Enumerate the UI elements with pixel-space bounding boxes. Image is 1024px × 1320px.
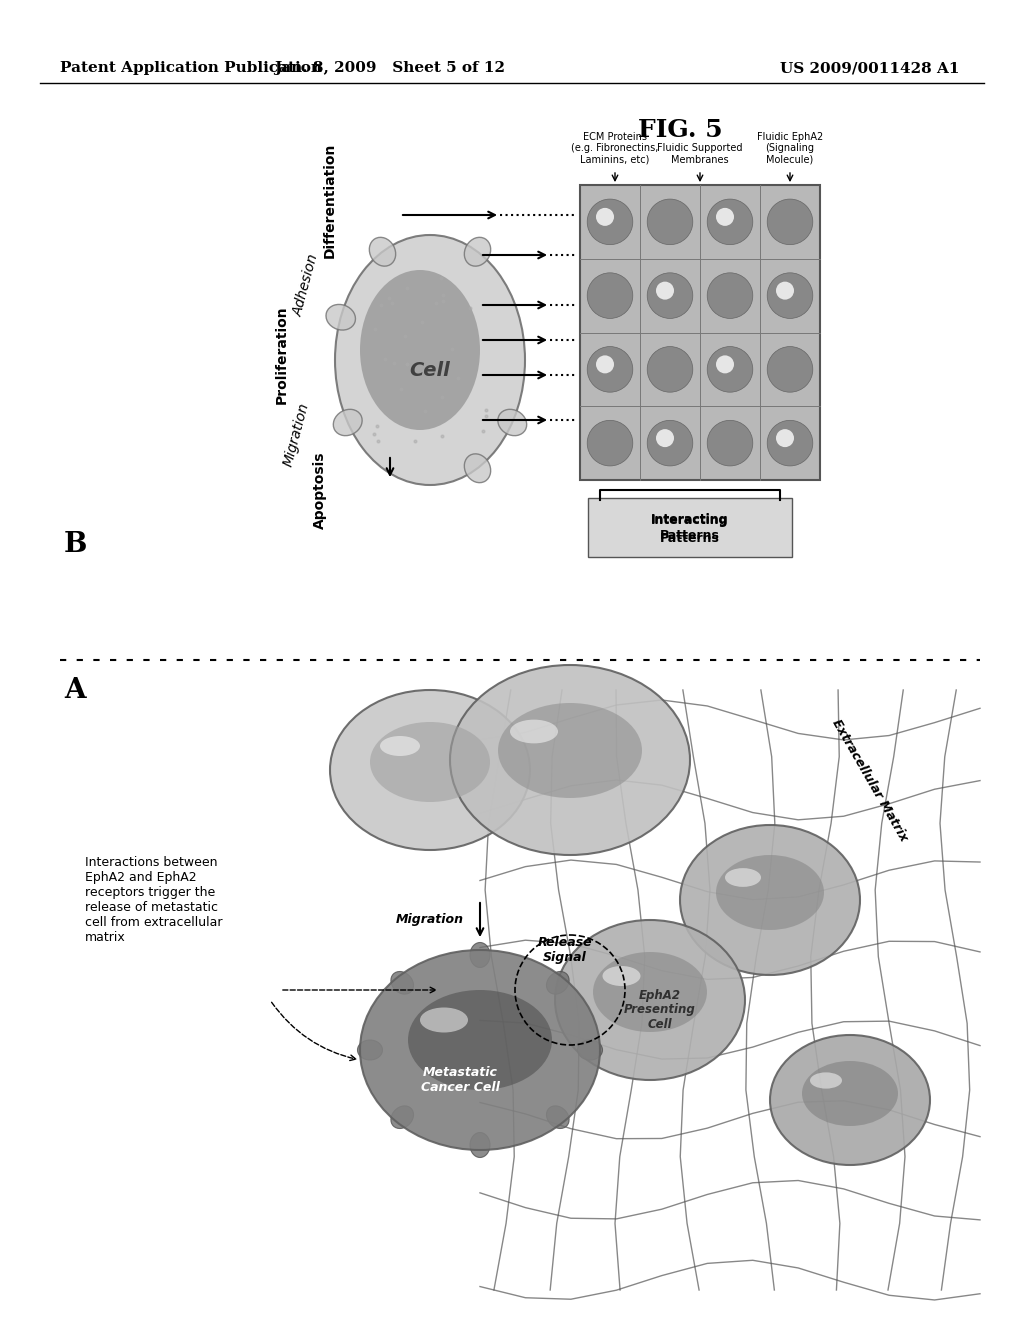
Text: Adhesion: Adhesion <box>291 252 322 318</box>
Circle shape <box>587 420 633 466</box>
Circle shape <box>767 420 813 466</box>
FancyBboxPatch shape <box>580 185 820 480</box>
Circle shape <box>587 347 633 392</box>
Ellipse shape <box>547 1106 569 1129</box>
Text: B: B <box>63 532 87 558</box>
Circle shape <box>596 207 614 226</box>
Ellipse shape <box>725 869 761 887</box>
Text: Interacting
Patterns: Interacting Patterns <box>651 513 729 543</box>
Circle shape <box>708 199 753 244</box>
Ellipse shape <box>770 1035 930 1166</box>
Ellipse shape <box>360 950 600 1150</box>
Text: Jan. 8, 2009   Sheet 5 of 12: Jan. 8, 2009 Sheet 5 of 12 <box>274 61 506 75</box>
Text: Release
Signal: Release Signal <box>538 936 592 964</box>
Text: Interactions between
EphA2 and EphA2
receptors trigger the
release of metastatic: Interactions between EphA2 and EphA2 rec… <box>85 855 222 944</box>
Ellipse shape <box>716 855 824 931</box>
Text: Cell: Cell <box>410 360 451 380</box>
Ellipse shape <box>680 825 860 975</box>
Ellipse shape <box>593 952 707 1032</box>
Text: Differentiation: Differentiation <box>323 143 337 257</box>
Text: Migration: Migration <box>281 401 311 469</box>
Text: Apoptosis: Apoptosis <box>313 451 327 529</box>
Ellipse shape <box>408 990 552 1090</box>
Circle shape <box>656 281 674 300</box>
Text: FIG. 5: FIG. 5 <box>638 117 722 143</box>
Circle shape <box>767 347 813 392</box>
Circle shape <box>587 273 633 318</box>
Ellipse shape <box>391 1106 414 1129</box>
Ellipse shape <box>370 722 490 803</box>
Ellipse shape <box>810 1072 842 1089</box>
Ellipse shape <box>357 1040 383 1060</box>
FancyBboxPatch shape <box>588 498 792 557</box>
Ellipse shape <box>326 305 355 330</box>
Circle shape <box>776 429 794 447</box>
Text: US 2009/0011428 A1: US 2009/0011428 A1 <box>780 61 959 75</box>
Circle shape <box>767 199 813 244</box>
Circle shape <box>716 355 734 374</box>
Circle shape <box>647 273 693 318</box>
Text: Interacting: Interacting <box>651 513 729 527</box>
Circle shape <box>716 207 734 226</box>
Circle shape <box>587 199 633 244</box>
Circle shape <box>647 199 693 244</box>
Text: A: A <box>65 676 86 704</box>
Ellipse shape <box>464 454 490 483</box>
Text: ECM Proteins
(e.g. Fibronectins,
Laminins, etc): ECM Proteins (e.g. Fibronectins, Laminin… <box>571 132 658 165</box>
Ellipse shape <box>420 1007 468 1032</box>
Text: EphA2
Presenting
Cell: EphA2 Presenting Cell <box>624 989 696 1031</box>
Ellipse shape <box>330 690 530 850</box>
Ellipse shape <box>335 235 525 484</box>
Ellipse shape <box>380 737 420 756</box>
Ellipse shape <box>470 1133 490 1158</box>
Ellipse shape <box>802 1061 898 1126</box>
Ellipse shape <box>578 1040 602 1060</box>
Text: Metastatic
Cancer Cell: Metastatic Cancer Cell <box>421 1067 500 1094</box>
Ellipse shape <box>602 966 640 986</box>
Text: Migration: Migration <box>396 913 464 927</box>
Ellipse shape <box>370 238 395 267</box>
Ellipse shape <box>464 238 490 267</box>
Text: Fluidic Supported
Membranes: Fluidic Supported Membranes <box>657 144 742 165</box>
Circle shape <box>708 347 753 392</box>
Circle shape <box>647 420 693 466</box>
Ellipse shape <box>360 271 480 430</box>
Ellipse shape <box>498 704 642 799</box>
Circle shape <box>656 429 674 447</box>
Text: Patterns: Patterns <box>660 532 720 544</box>
Ellipse shape <box>510 719 558 743</box>
Text: Patent Application Publication: Patent Application Publication <box>60 61 322 75</box>
Circle shape <box>767 273 813 318</box>
Circle shape <box>776 281 794 300</box>
Circle shape <box>708 420 753 466</box>
Circle shape <box>647 347 693 392</box>
Ellipse shape <box>470 942 490 968</box>
Ellipse shape <box>450 665 690 855</box>
Ellipse shape <box>498 409 526 436</box>
Ellipse shape <box>547 972 569 994</box>
Text: Proliferation: Proliferation <box>275 306 289 404</box>
Text: Extracellular Matrix: Extracellular Matrix <box>829 717 910 843</box>
Ellipse shape <box>333 409 362 436</box>
Ellipse shape <box>555 920 745 1080</box>
Circle shape <box>596 355 614 374</box>
Ellipse shape <box>391 972 414 994</box>
Text: Fluidic EphA2
(Signaling
Molecule): Fluidic EphA2 (Signaling Molecule) <box>757 132 823 165</box>
Circle shape <box>708 273 753 318</box>
